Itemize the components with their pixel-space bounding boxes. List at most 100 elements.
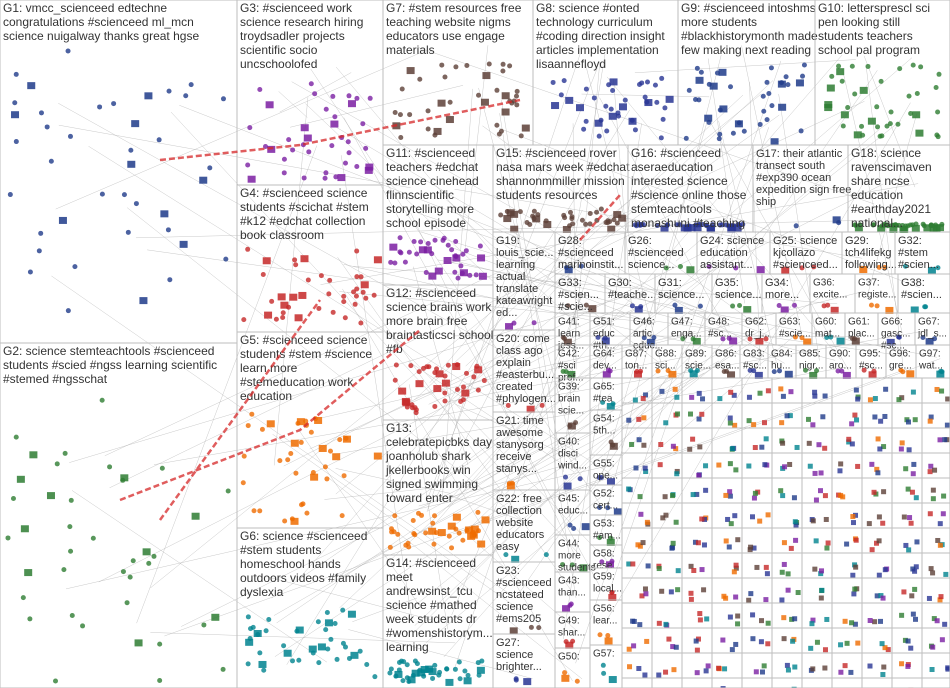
node	[323, 170, 329, 176]
node	[672, 386, 678, 392]
node	[397, 659, 403, 665]
node	[706, 264, 712, 270]
node	[813, 538, 819, 544]
edge	[584, 62, 663, 367]
node	[480, 98, 489, 106]
node	[296, 418, 305, 426]
node	[560, 562, 566, 568]
node	[72, 264, 78, 270]
node	[882, 264, 888, 270]
node	[686, 266, 695, 274]
node	[456, 659, 462, 665]
node	[247, 125, 253, 131]
node	[423, 269, 429, 275]
node	[447, 522, 456, 530]
node	[872, 619, 878, 625]
node	[20, 525, 29, 533]
node	[680, 336, 686, 342]
node	[903, 542, 909, 548]
group-label: signed swimming	[386, 477, 478, 491]
group-label: G44:	[558, 539, 580, 550]
node	[764, 79, 770, 85]
group-label: #stem students	[240, 543, 321, 557]
node	[207, 165, 213, 171]
node	[643, 392, 649, 398]
node	[830, 306, 839, 314]
group-label: more students	[681, 15, 757, 29]
node	[781, 266, 790, 274]
node	[928, 414, 934, 420]
node	[717, 107, 723, 113]
group-label: outdoors videos #family	[240, 571, 366, 585]
node	[594, 209, 600, 215]
node	[788, 545, 794, 551]
group-label: dyslexia	[240, 585, 284, 599]
node	[329, 143, 335, 149]
group-label: brighter...	[496, 661, 542, 673]
node	[397, 112, 403, 118]
group-label: science research hiring	[240, 15, 363, 29]
node	[327, 448, 333, 454]
group-label: celebratepicbks day	[386, 435, 492, 449]
node	[934, 386, 940, 392]
node	[836, 220, 842, 226]
node	[506, 209, 515, 217]
node	[803, 367, 809, 373]
node	[442, 398, 448, 404]
node	[662, 105, 668, 111]
group-label: jess...	[557, 341, 584, 352]
edge	[328, 477, 583, 680]
node	[656, 672, 662, 678]
node	[12, 100, 18, 106]
group-label: #scie...	[558, 301, 593, 313]
node	[717, 396, 723, 402]
group-label: excite...	[813, 290, 847, 301]
edge	[335, 468, 451, 494]
node	[763, 436, 769, 442]
node	[294, 314, 303, 322]
node	[929, 224, 938, 232]
node	[877, 225, 886, 233]
node	[867, 397, 873, 403]
group-label: G87:	[625, 349, 647, 360]
node	[642, 94, 648, 100]
edge	[436, 210, 583, 497]
node	[674, 394, 680, 400]
node	[286, 304, 292, 310]
group-label: lear...	[593, 616, 617, 627]
node	[689, 370, 698, 378]
node	[396, 667, 402, 673]
node	[920, 335, 926, 341]
node	[696, 472, 702, 478]
edge	[150, 93, 762, 589]
group-label: louis_scie...	[496, 247, 553, 259]
node	[277, 458, 283, 464]
node	[927, 418, 933, 424]
group-label: G49:	[558, 616, 580, 627]
node	[179, 240, 188, 248]
node	[939, 637, 945, 643]
node	[937, 521, 943, 527]
node	[666, 636, 672, 642]
node	[849, 421, 855, 427]
node	[167, 277, 173, 283]
node	[899, 395, 905, 401]
node	[869, 461, 875, 467]
group-label: G48:	[708, 317, 730, 328]
edge	[452, 358, 941, 535]
node	[353, 293, 359, 299]
node	[912, 111, 921, 119]
node	[127, 160, 136, 168]
node	[927, 511, 933, 517]
group-label: registe...	[858, 290, 896, 301]
node	[937, 597, 943, 603]
group-label: sci...	[655, 361, 676, 372]
group-box	[589, 644, 623, 688]
edge	[159, 98, 521, 162]
node	[795, 79, 804, 87]
node	[373, 452, 382, 460]
node	[851, 337, 860, 345]
node	[471, 374, 477, 380]
node	[789, 616, 795, 622]
node	[662, 494, 668, 500]
